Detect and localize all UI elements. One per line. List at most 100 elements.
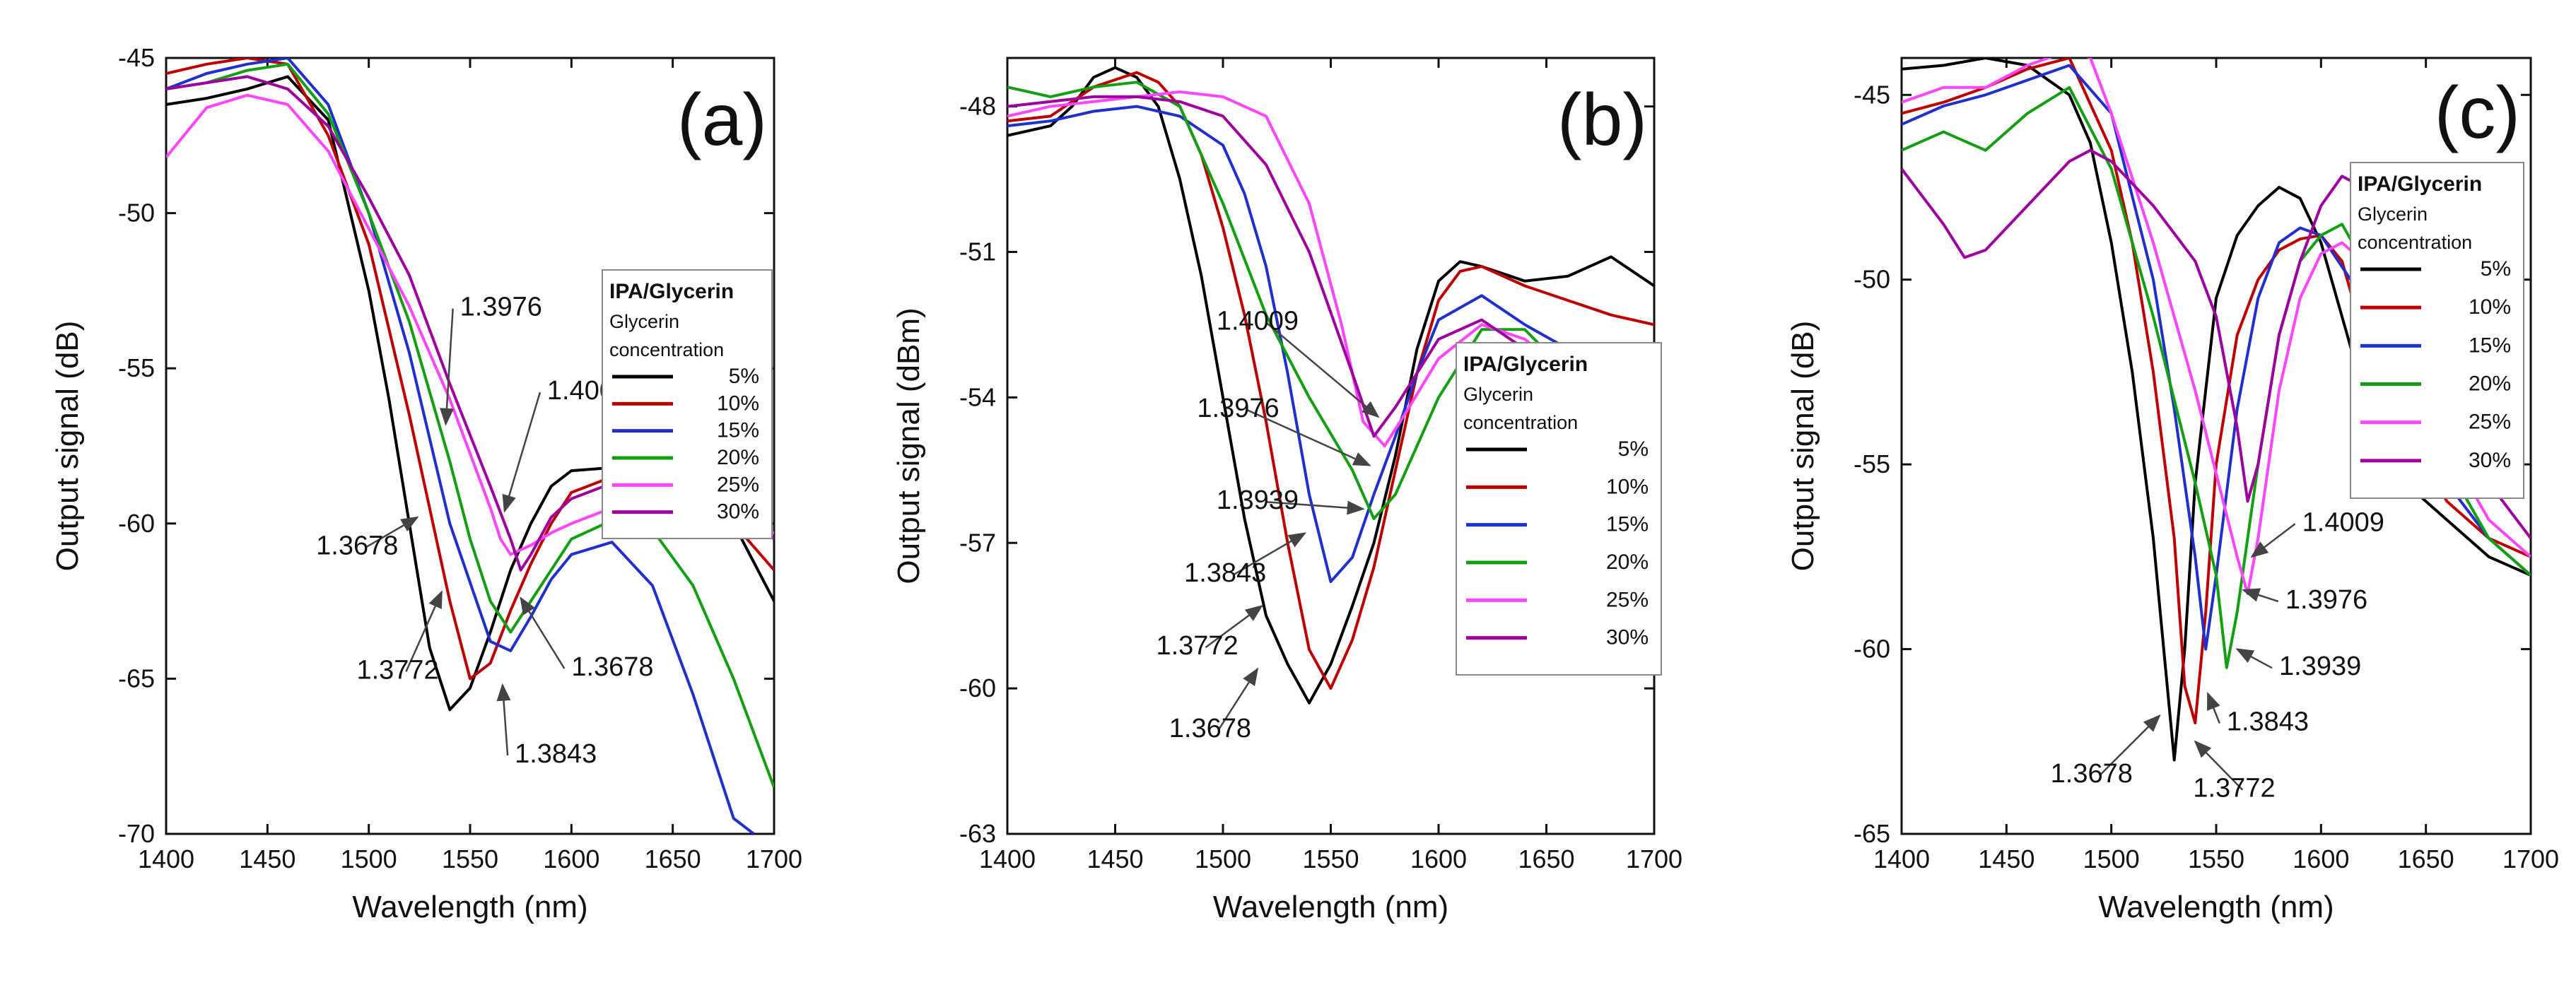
x-tick-label: 1450 [239,844,295,873]
x-tick-label: 1600 [2293,844,2349,873]
legend-title: IPA/Glycerin [2358,172,2482,196]
x-tick-label: 1400 [138,844,194,873]
y-tick-label: -48 [959,92,996,121]
legend-subtitle: Glycerin [2358,204,2428,225]
legend-entry: 15% [1606,513,1649,536]
legend-entry: 10% [2469,295,2511,319]
legend-box [2350,162,2524,499]
chart-panel-c: 1400 1450 1500 1550 1600 1650 1700 -45 -50 -55 -60… [1786,57,2559,924]
legend-entry: 15% [2469,334,2511,357]
legend-entry: 10% [717,391,759,415]
annotation-arrow [496,683,511,756]
y-tick-label: -65 [1854,819,1890,848]
annotation-label: 1.3976 [2285,585,2367,615]
series-line-15pct [1007,105,1654,584]
x-tick-label: 1600 [543,844,599,873]
y-tick-label: -45 [118,43,155,72]
annotation-arrow [1246,408,1371,466]
x-tick-label: 1550 [1302,844,1359,873]
legend-entry: 15% [717,419,759,442]
y-tick-label: -55 [1854,449,1890,478]
annotation-arrow [365,516,419,548]
annotation-label: 1.3772 [2193,774,2275,803]
x-axis-label: Wavelength (nm) [1213,890,1448,924]
legend-entry: 25% [2469,411,2511,434]
x-tick-label: 1650 [645,844,701,873]
series-line-20pct [1007,81,1654,520]
x-tick-label: 1500 [2083,844,2140,873]
chart-panel-b: 1400 1450 1500 1550 1600 1650 1700 -48 -51 -54 -57… [891,57,1682,924]
annotation-arrow [1205,604,1263,649]
y-axis-label: Output signal (dB) [1786,321,1820,572]
annotation-label: 1.4009 [2302,507,2384,537]
annotation-label: 1.3678 [2051,759,2133,789]
y-tick-label: -60 [1854,635,1890,664]
legend-box [1456,342,1662,676]
annotation-label: 1.3678 [1169,714,1251,743]
legend-entry: 20% [2469,372,2511,396]
legend-entry: 25% [717,473,759,496]
legend-subtitle: concentration [1463,412,1578,433]
legend-subtitle: Glycerin [609,311,679,332]
annotation-label: 1.3976 [460,293,542,322]
x-tick-label: 1500 [341,844,397,873]
annotation-label: 1.3976 [1197,394,1279,423]
y-tick-label: -63 [959,819,996,848]
annotation-arrow [1265,322,1380,418]
annotation-label: 1.3939 [1217,485,1299,515]
legend-title: IPA/Glycerin [609,280,734,303]
annotation-arrow [2194,740,2244,791]
x-tick-label: 1450 [1978,844,2035,873]
legend-subtitle: Glycerin [1463,384,1533,405]
annotation-arrow [1217,667,1259,731]
x-tick-label: 1700 [1626,844,1682,873]
annotation-arrow [439,308,454,426]
panel-label: (c) [2435,72,2520,154]
annotation-arrow [520,596,566,669]
x-tick-label: 1650 [1518,844,1574,873]
x-tick-label: 1400 [1873,844,1930,873]
legend: IPA/GlycerinGlycerinconcentration5%10%15… [2350,162,2524,499]
legend-subtitle: concentration [609,339,724,360]
y-axis-label: Output signal (dBm) [891,307,926,584]
annotation-label: 1.3772 [1156,631,1238,661]
legend-subtitle: concentration [2358,232,2472,253]
x-tick-label: 1700 [746,844,802,873]
y-tick-label: -70 [118,819,155,848]
x-tick-label: 1400 [979,844,1036,873]
y-tick-label: -60 [118,509,155,538]
annotation-label: 1.3843 [515,739,597,769]
x-axis-label: Wavelength (nm) [352,890,587,924]
panel-label: (b) [1557,79,1647,161]
legend-entry: 30% [2469,449,2511,472]
annotation-arrow [2206,691,2220,724]
chart-panel-a: 1400 1450 1500 1550 1600 1650 1700 -45 -50 -55 -60… [50,43,802,924]
y-tick-label: -65 [118,664,155,693]
annotation-arrow [405,590,443,672]
legend-entry: 5% [1618,437,1649,461]
x-tick-label: 1450 [1087,844,1143,873]
series-line-10pct [1007,71,1654,690]
y-tick-label: -51 [959,237,996,266]
y-tick-label: -55 [118,353,155,382]
y-tick-label: -57 [959,528,996,557]
y-tick-label: -50 [118,199,155,228]
y-tick-label: -54 [959,382,996,411]
legend-entry: 30% [1606,626,1649,649]
annotation-label: 1.3772 [356,655,438,685]
series-line-15pct [166,58,755,834]
annotation-arrow [1233,532,1307,576]
annotation-label: 1.3678 [316,531,398,561]
annotation-arrow [502,391,541,513]
annotation-arrow [2099,714,2161,776]
y-tick-label: -45 [1854,80,1890,109]
legend-entry: 30% [717,500,759,524]
panel-label: (a) [677,79,767,161]
legend-title: IPA/Glycerin [1463,353,1588,376]
legend-entry: 10% [1606,475,1649,498]
legend: IPA/GlycerinGlycerinconcentration5%10%15… [602,269,773,539]
y-axis-label: Output signal (dB) [50,321,85,572]
annotation-label: 1.3843 [2227,707,2309,737]
x-tick-label: 1650 [2398,844,2454,873]
